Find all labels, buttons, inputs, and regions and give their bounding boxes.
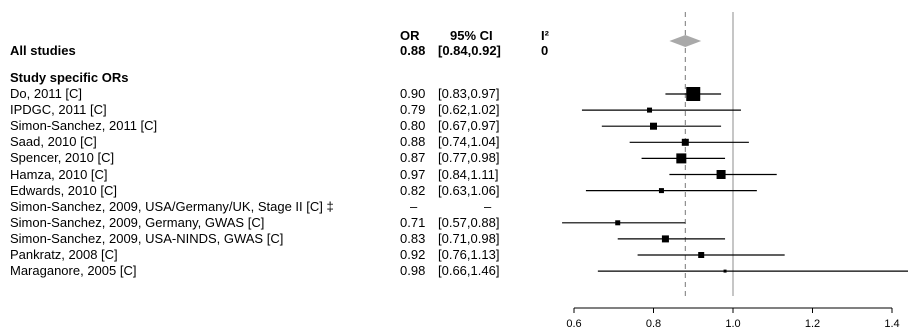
study-or: 0.71: [400, 215, 426, 230]
study-ci: [0.66,1.46]: [438, 263, 500, 278]
study-ci: [0.84,1.11]: [438, 167, 499, 182]
study-ci: [0.74,1.04]: [438, 134, 500, 149]
study-marker: [647, 107, 653, 113]
summary-diamond: [669, 35, 702, 47]
study-label: Saad, 2010 [C]: [10, 134, 97, 149]
x-tick-label: 0.8: [646, 318, 661, 330]
x-tick-label: 1.0: [725, 318, 740, 330]
header-or: OR: [400, 28, 420, 43]
study-marker: [658, 188, 664, 194]
study-label: Simon-Sanchez, 2009, Germany, GWAS [C]: [10, 215, 265, 230]
section-title: Study specific ORs: [10, 70, 129, 85]
x-tick-label: 0.6: [566, 318, 581, 330]
study-label: Simon-Sanchez, 2011 [C]: [10, 118, 158, 133]
summary-ci: [0.84,0.92]: [438, 43, 501, 58]
study-label: Maraganore, 2005 [C]: [10, 263, 137, 278]
study-or: 0.88: [400, 134, 426, 149]
summary-or: 0.88: [400, 43, 426, 58]
header-i2: I²: [541, 28, 549, 43]
study-label: Simon-Sanchez, 2009, USA/Germany/UK, Sta…: [10, 199, 334, 214]
study-label: Simon-Sanchez, 2009, USA-NINDS, GWAS [C]: [10, 231, 284, 246]
study-ci: [0.57,0.88]: [438, 215, 500, 230]
study-label: Edwards, 2010 [C]: [10, 183, 117, 198]
study-marker: [716, 170, 726, 179]
study-or: 0.97: [400, 167, 426, 182]
study-or: 0.79: [400, 102, 426, 117]
study-or: 0.83: [400, 231, 426, 246]
summary-label: All studies: [10, 43, 76, 58]
study-label: Hamza, 2010 [C]: [10, 167, 108, 182]
study-ci: [0.77,0.98]: [438, 150, 500, 165]
study-or: 0.82: [400, 183, 426, 198]
study-marker: [650, 122, 657, 130]
study-marker: [615, 220, 621, 226]
summary-i2: 0: [541, 43, 549, 58]
study-marker: [698, 252, 705, 258]
study-marker: [681, 138, 689, 146]
study-marker: [661, 235, 669, 243]
study-or: 0.87: [400, 150, 426, 165]
study-ci: [0.62,1.02]: [438, 102, 500, 117]
study-label: Do, 2011 [C]: [10, 86, 83, 101]
x-tick-label: 1.4: [884, 318, 899, 330]
study-marker: [686, 87, 701, 101]
study-ci: [0.67,0.97]: [438, 118, 500, 133]
header-ci: 95% CI: [450, 28, 493, 43]
study-label: IPDGC, 2011 [C]: [10, 102, 107, 117]
study-marker: [676, 153, 687, 164]
study-or: 0.92: [400, 247, 426, 262]
study-ci: [0.63,1.06]: [438, 183, 500, 198]
study-ci: –: [484, 199, 492, 214]
study-label: Spencer, 2010 [C]: [10, 150, 115, 165]
study-marker: [723, 269, 727, 273]
study-ci: [0.83,0.97]: [438, 86, 500, 101]
study-or: 0.80: [400, 118, 426, 133]
study-label: Pankratz, 2008 [C]: [10, 247, 118, 262]
study-ci: [0.76,1.13]: [438, 247, 500, 262]
study-or: –: [410, 199, 418, 214]
x-tick-label: 1.2: [805, 318, 820, 330]
study-ci: [0.71,0.98]: [438, 231, 500, 246]
study-or: 0.98: [400, 263, 426, 278]
study-or: 0.90: [400, 86, 426, 101]
